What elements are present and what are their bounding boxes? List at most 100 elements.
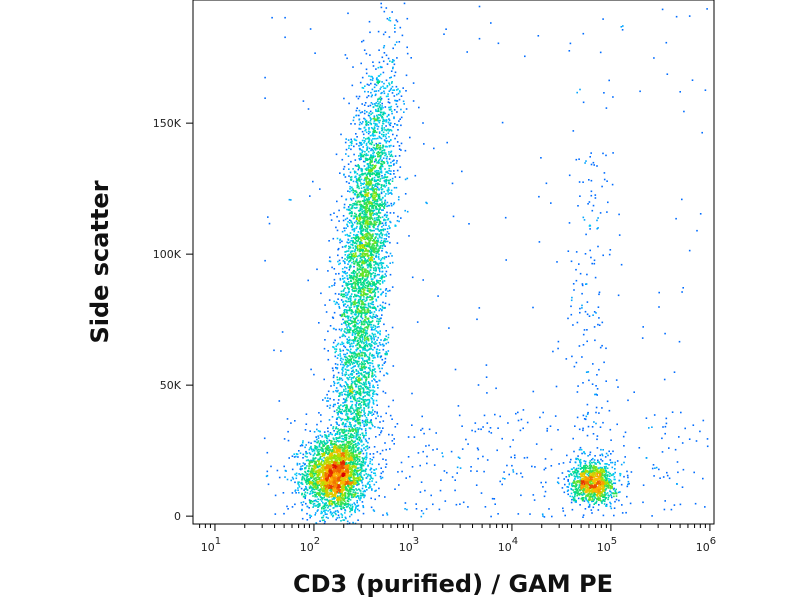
event-point xyxy=(369,254,372,256)
event-point xyxy=(380,230,382,232)
event-point xyxy=(337,498,339,501)
event-point xyxy=(355,406,357,408)
event-point xyxy=(360,233,363,236)
event-point xyxy=(315,482,317,485)
event-point xyxy=(362,250,364,252)
event-point xyxy=(350,455,353,458)
event-point xyxy=(388,19,390,21)
event-point xyxy=(296,462,299,465)
event-point xyxy=(337,428,339,430)
event-point xyxy=(343,474,346,477)
event-point xyxy=(370,182,373,184)
event-point xyxy=(389,173,392,175)
event-point xyxy=(376,152,378,154)
event-point xyxy=(364,215,366,218)
event-point xyxy=(361,300,363,302)
event-point xyxy=(360,62,362,65)
event-point xyxy=(371,134,374,136)
event-point xyxy=(348,355,350,357)
event-point xyxy=(374,188,377,190)
event-point xyxy=(338,474,340,477)
event-point xyxy=(371,149,374,151)
event-point xyxy=(377,120,380,122)
event-point xyxy=(375,185,378,187)
event-point xyxy=(368,487,371,489)
event-point xyxy=(358,509,361,512)
event-point xyxy=(332,480,334,483)
event-point xyxy=(354,207,357,209)
event-point xyxy=(349,267,351,269)
event-point xyxy=(369,485,371,487)
event-point xyxy=(312,467,315,469)
event-point xyxy=(346,326,348,328)
event-point xyxy=(385,157,388,160)
event-point xyxy=(398,98,401,101)
event-point xyxy=(319,504,321,507)
event-point xyxy=(356,288,358,290)
event-point xyxy=(307,480,309,483)
event-point xyxy=(327,358,330,361)
event-point xyxy=(358,282,360,284)
event-point xyxy=(318,494,320,496)
event-point xyxy=(306,489,309,492)
event-point xyxy=(341,488,343,491)
event-point xyxy=(359,468,362,471)
event-point xyxy=(324,436,327,438)
event-point xyxy=(375,207,377,210)
event-point xyxy=(379,245,381,248)
event-point xyxy=(310,459,312,462)
event-point xyxy=(322,449,324,451)
event-point xyxy=(380,239,383,242)
event-point xyxy=(331,483,334,485)
event-point xyxy=(310,472,312,475)
event-point xyxy=(343,452,346,455)
event-point xyxy=(359,292,362,294)
event-point xyxy=(364,228,366,231)
event-point xyxy=(310,446,312,448)
event-point xyxy=(369,256,372,259)
event-point xyxy=(313,502,316,505)
event-point xyxy=(369,162,371,164)
event-point xyxy=(365,138,367,140)
event-point xyxy=(317,435,319,437)
event-point xyxy=(365,473,367,475)
event-point xyxy=(350,360,352,363)
event-point xyxy=(349,492,352,495)
event-point xyxy=(395,41,398,43)
event-point xyxy=(386,231,389,233)
event-point xyxy=(395,186,398,189)
event-point xyxy=(338,459,341,462)
event-point xyxy=(354,253,357,255)
event-point xyxy=(370,471,373,473)
event-point xyxy=(345,311,348,314)
event-point xyxy=(356,330,358,332)
event-point xyxy=(354,510,356,512)
event-point xyxy=(352,303,355,306)
event-point xyxy=(351,222,354,225)
event-point xyxy=(386,128,389,131)
event-point xyxy=(359,226,361,228)
event-point xyxy=(381,127,383,129)
event-point xyxy=(366,149,368,151)
event-point xyxy=(341,230,344,233)
event-point xyxy=(377,137,379,140)
event-point xyxy=(345,454,347,457)
event-point xyxy=(372,254,375,256)
event-point xyxy=(361,481,363,484)
event-point xyxy=(347,489,350,492)
event-point xyxy=(329,488,332,491)
event-point xyxy=(375,283,377,285)
event-point xyxy=(374,202,376,205)
event-point xyxy=(316,476,319,478)
event-point xyxy=(378,203,380,205)
event-point xyxy=(373,249,376,251)
event-point xyxy=(340,474,343,477)
event-point xyxy=(373,209,376,212)
event-point xyxy=(364,469,367,472)
event-point xyxy=(333,464,336,467)
event-point xyxy=(374,94,377,97)
event-point xyxy=(337,471,340,473)
event-point xyxy=(357,280,359,282)
event-point xyxy=(355,109,358,112)
event-point xyxy=(356,136,358,138)
